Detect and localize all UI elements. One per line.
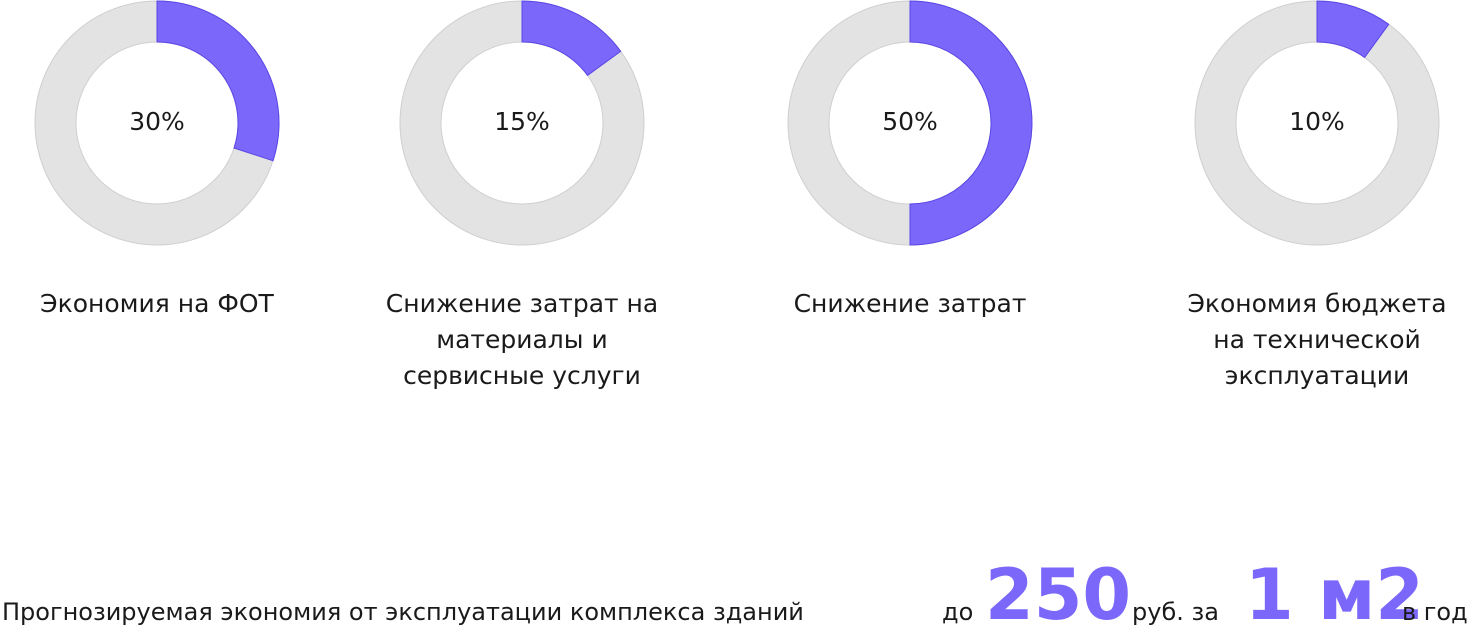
donut-segment: [521, 0, 622, 77]
footer-unit: руб. за: [1132, 598, 1219, 626]
footer-text: Прогнозируемая экономия от эксплуатации …: [2, 598, 804, 626]
chart-title: Снижение затрат: [793, 289, 1027, 318]
donut-segment: [909, 0, 1033, 246]
footer-area: 1 м2: [1245, 554, 1424, 636]
footer-amount: 250: [985, 554, 1132, 636]
value-label: 10%: [1289, 107, 1345, 136]
value-label: 50%: [882, 107, 938, 136]
footer-prefix: до: [942, 598, 974, 626]
chart-title: Экономия бюджета на технической эксплуат…: [1187, 289, 1447, 390]
charts: 30% 15% 50% 10%: [34, 0, 1440, 246]
chart-title: Снижение затрат на материалы и сервисные…: [385, 289, 659, 390]
value-label: 30%: [129, 107, 185, 136]
footer-period: в год: [1402, 598, 1468, 626]
donut-segment: [1316, 0, 1390, 59]
donut-segment: [156, 0, 280, 162]
value-label: 15%: [494, 107, 550, 136]
chart-title: Экономия на ФОТ: [40, 289, 274, 318]
